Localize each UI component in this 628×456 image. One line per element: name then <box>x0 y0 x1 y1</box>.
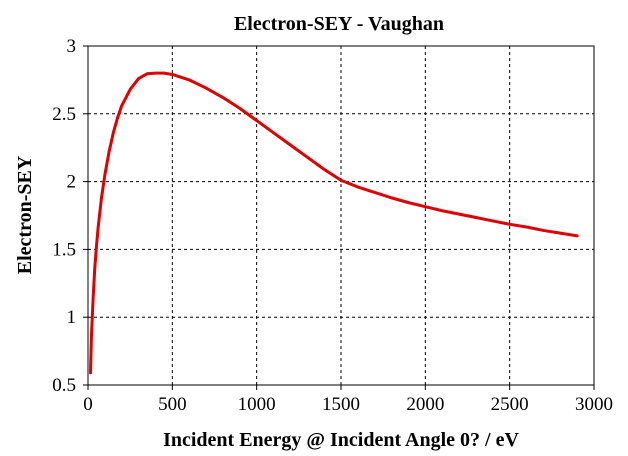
y-tick-label: 3 <box>67 36 77 57</box>
grid-lines <box>88 46 594 385</box>
tick-labels: 0 500 1000 1500 2000 2500 3000 0.5 1 1.5 2 2.5 3 <box>52 36 613 415</box>
x-tick-label: 1000 <box>238 394 276 415</box>
series-line-0 <box>89 71 579 375</box>
x-tick-label: 1500 <box>322 394 360 415</box>
y-tick-label: 1 <box>67 307 77 328</box>
chart-title: Electron-SEY - Vaughan <box>234 13 444 35</box>
y-axis-label: Electron-SEY <box>14 155 36 274</box>
y-tick-label: 2.5 <box>52 104 76 125</box>
x-tick-label: 0 <box>83 394 93 415</box>
y-tick-label: 0.5 <box>52 375 76 396</box>
x-tick-label: 2000 <box>406 394 444 415</box>
x-tick-label: 3000 <box>575 394 613 415</box>
x-tick-label: 2500 <box>491 394 529 415</box>
x-tick-label: 500 <box>158 394 187 415</box>
series-layer <box>89 71 579 375</box>
x-axis-label: Incident Energy @ Incident Angle 0? / eV <box>163 429 519 451</box>
axis-ticks <box>83 45 595 390</box>
y-tick-label: 2 <box>67 172 77 193</box>
y-tick-label: 1.5 <box>52 239 76 260</box>
